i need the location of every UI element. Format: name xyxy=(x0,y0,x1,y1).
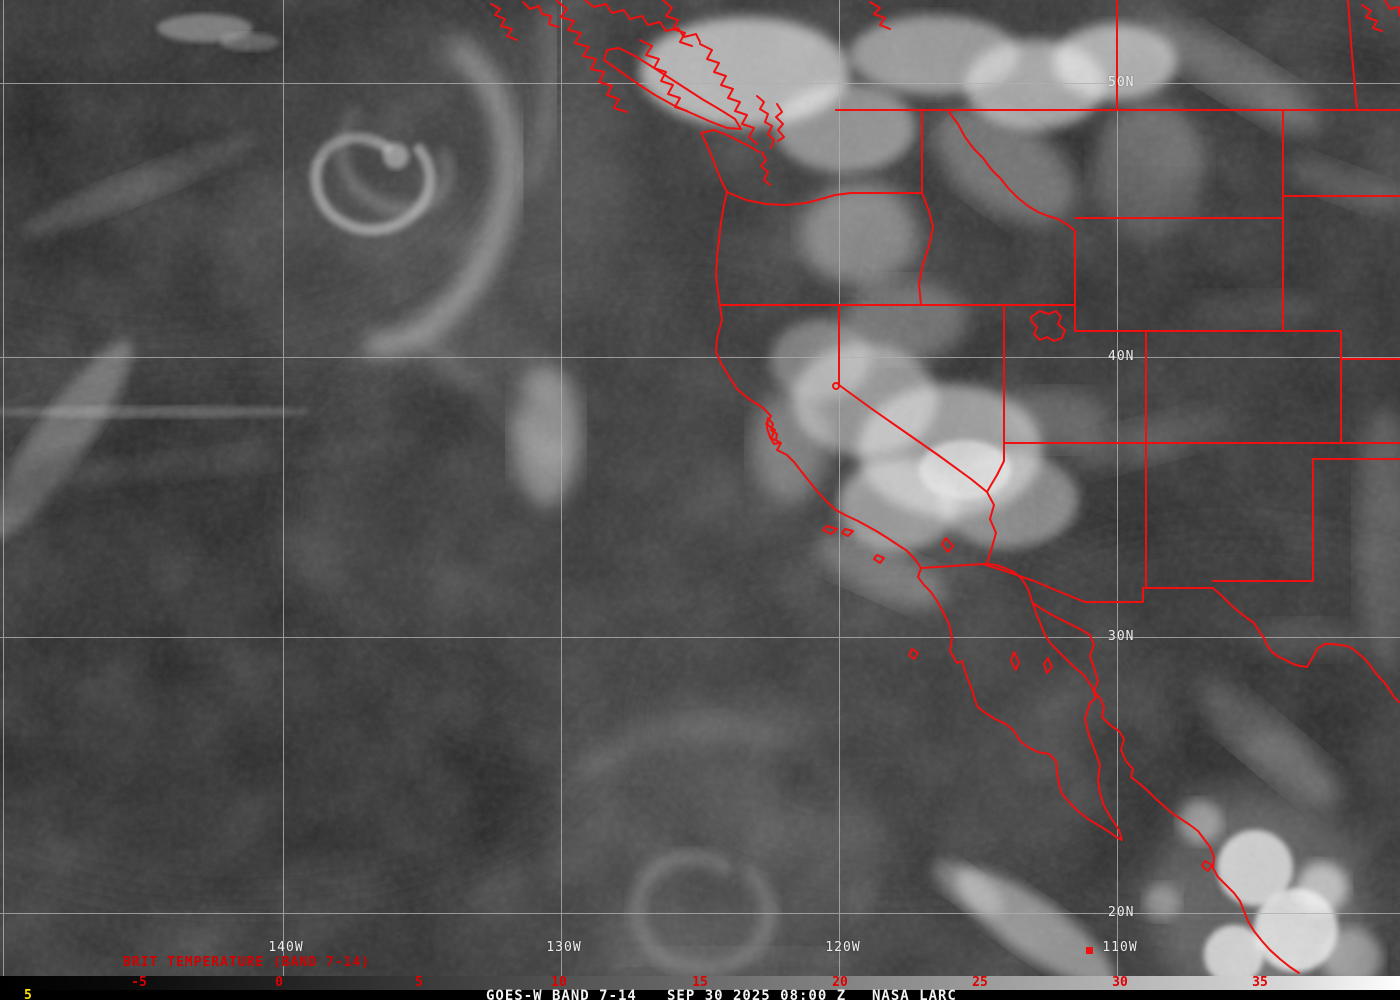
timestamp-label: SEP 30 2025 08:00 Z xyxy=(667,988,847,1000)
colorbar-title: BRIT TEMPERATURE (BAND 7-14) xyxy=(123,955,371,970)
longitude-label: 130W xyxy=(546,940,582,955)
product-label: GOES-W BAND 7-14 xyxy=(486,988,637,1000)
latitude-label: 50N xyxy=(1108,75,1135,90)
colorbar-tick: 30 xyxy=(1112,975,1128,990)
colorbar-tick: 10 xyxy=(551,975,567,990)
colorbar-tick: 25 xyxy=(972,975,988,990)
colorbar-tick: 5 xyxy=(415,975,423,990)
frame-number: 5 xyxy=(24,988,33,1000)
map-boundaries xyxy=(490,0,1400,974)
latitude-label: 30N xyxy=(1108,629,1135,644)
longitude-label: 110W xyxy=(1102,940,1138,955)
colorbar-tick: -5 xyxy=(131,975,147,990)
colorbar-tick: 15 xyxy=(692,975,708,990)
colorbar-strip: -5 0 5 10 15 20 25 30 35 xyxy=(0,976,1400,990)
colorbar-tick: 0 xyxy=(275,975,283,990)
colorbar-tick: 35 xyxy=(1252,975,1268,990)
status-bar: 5 GOES-W BAND 7-14 SEP 30 2025 08:00 Z N… xyxy=(0,988,1400,1000)
latitude-label: 20N xyxy=(1108,905,1135,920)
longitude-label: 120W xyxy=(825,940,861,955)
longitude-label: 140W xyxy=(268,940,304,955)
graticule-lines xyxy=(0,0,1400,976)
satellite-image xyxy=(0,0,1400,976)
colorbar-tick: 20 xyxy=(832,975,848,990)
source-label: NASA LARC xyxy=(872,988,957,1000)
latitude-label: 40N xyxy=(1108,349,1135,364)
noise-grain xyxy=(0,0,1400,976)
